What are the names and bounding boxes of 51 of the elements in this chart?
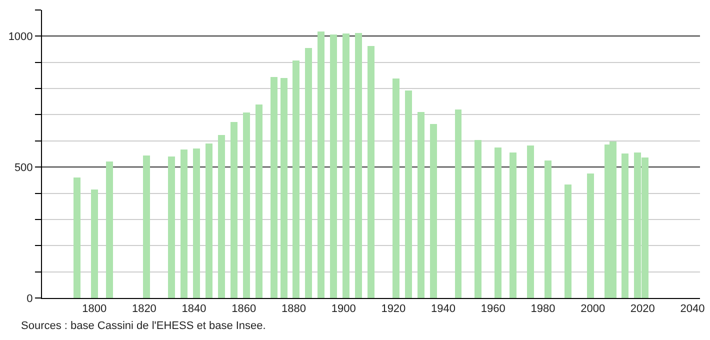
- bar: [355, 32, 362, 298]
- x-tick-label: 1940: [431, 303, 456, 316]
- bar: [368, 46, 374, 298]
- x-tick-label: 2020: [630, 303, 655, 316]
- bar: [280, 78, 288, 298]
- bar: [586, 173, 594, 298]
- bar: [168, 156, 176, 298]
- source-note: Sources : base Cassini de l'EHESS et base Insee.: [21, 320, 266, 332]
- bar: [342, 34, 350, 298]
- x-tick-label: 1900: [331, 303, 356, 316]
- x-tick-label: 1880: [281, 303, 306, 316]
- x-tick-label: 1800: [82, 303, 107, 316]
- bar: [292, 60, 300, 298]
- bar: [90, 189, 98, 298]
- y-tick-label: 500: [14, 162, 33, 174]
- bar: [527, 145, 534, 298]
- y-tick-label: 0: [26, 292, 33, 305]
- bar: [392, 78, 400, 298]
- bar: [494, 148, 502, 298]
- bar: [510, 152, 517, 298]
- bar: [106, 162, 113, 298]
- bar: [270, 77, 278, 298]
- bar: [255, 104, 262, 298]
- x-tick-label: 2000: [580, 303, 606, 316]
- x-tick-label: 1820: [132, 303, 156, 316]
- bar: [544, 160, 552, 298]
- bar: [230, 122, 238, 298]
- y-tick-label: 1000: [8, 31, 33, 44]
- x-tick-label: 1840: [182, 303, 206, 316]
- bar: [305, 48, 312, 298]
- bar: [564, 184, 572, 298]
- bar: [193, 148, 200, 298]
- bar: [330, 34, 338, 298]
- bar: [180, 149, 188, 298]
- bar: [474, 140, 482, 298]
- bar: [318, 32, 325, 298]
- bar: [417, 112, 424, 298]
- bar: [143, 155, 150, 298]
- x-tick-label: 1960: [480, 303, 506, 316]
- bar: [454, 109, 462, 298]
- bar: [242, 112, 250, 298]
- x-tick-label: 2040: [680, 303, 705, 316]
- bar: [73, 178, 80, 298]
- x-tick-label: 1920: [381, 303, 406, 316]
- bar: [430, 124, 437, 298]
- bar: [404, 90, 412, 298]
- bar: [218, 135, 225, 298]
- bar: [622, 153, 629, 298]
- x-tick-label: 1980: [530, 303, 556, 316]
- bar: [206, 144, 212, 298]
- x-tick-label: 1860: [232, 303, 256, 316]
